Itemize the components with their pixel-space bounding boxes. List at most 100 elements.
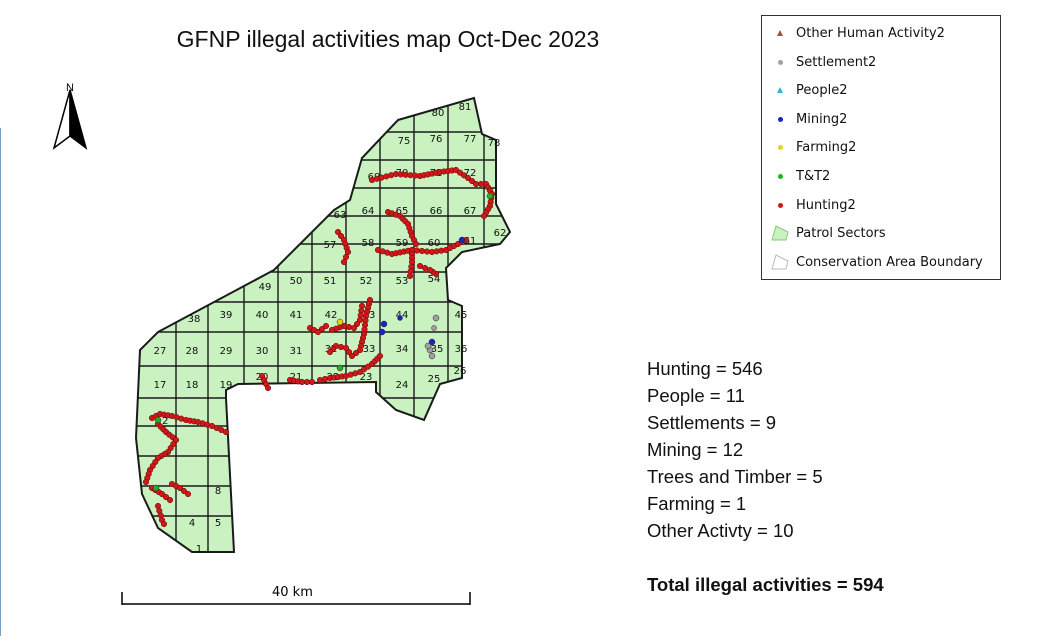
sector-label: 54 (428, 274, 441, 285)
dot-marker-icon (770, 166, 790, 186)
hunting-marker (413, 247, 421, 254)
sector-label: 34 (396, 344, 409, 355)
sector-label: 28 (186, 346, 199, 357)
scale-bar (121, 592, 471, 605)
sector-label: 27 (154, 346, 167, 357)
sector-label: 65 (396, 206, 409, 217)
sector-label: 80 (432, 108, 445, 119)
mining-marker (397, 315, 403, 321)
sector-label: 45 (455, 310, 468, 321)
legend-label: Farming2 (796, 139, 857, 155)
stat-people: People = 11 (647, 385, 745, 406)
north-label: N (66, 82, 74, 94)
polygon-swatch-icon (770, 223, 790, 243)
scale-bar-label: 40 km (272, 585, 313, 600)
farming-marker (336, 318, 344, 326)
hunting-marker (160, 520, 168, 528)
park-boundary (134, 96, 512, 553)
sector-label: 51 (324, 276, 337, 287)
legend-item-trees-timber: T&T2 (770, 165, 830, 187)
sector-label: 62 (494, 228, 507, 239)
mining-marker (380, 320, 388, 328)
hunting-marker (334, 228, 342, 236)
legend-item-mining: Mining2 (770, 108, 847, 130)
hunting-marker (418, 247, 426, 255)
map-title: GFNP illegal activities map Oct-Dec 2023 (176, 26, 600, 52)
hunting-marker (142, 478, 150, 486)
legend-label: People2 (796, 82, 848, 98)
hunting-marker (321, 375, 329, 383)
legend-label: Mining2 (796, 111, 848, 127)
legend-item-farming: Farming2 (770, 136, 856, 158)
hunting-marker (464, 174, 472, 182)
timber-marker (152, 484, 160, 492)
mining-marker (378, 328, 386, 336)
legend-label: Conservation Area Boundary (796, 254, 983, 270)
hunting-marker (162, 493, 170, 501)
hunting-marker (322, 322, 330, 330)
sector-label: 24 (396, 380, 409, 391)
hunting-marker (180, 487, 188, 495)
timber-marker (486, 192, 494, 200)
settlement-marker (431, 325, 437, 331)
sector-label: 64 (362, 206, 375, 217)
hunting-marker (314, 328, 322, 336)
stat-farming: Farming = 1 (647, 493, 747, 514)
sector-label: 50 (290, 276, 303, 287)
sector-label: 30 (256, 346, 269, 357)
sector-label: 31 (290, 346, 303, 357)
sector-label: 41 (290, 310, 303, 321)
sector-label: 81 (459, 102, 472, 113)
triangle-marker-icon (770, 23, 790, 43)
legend-label: T&T2 (796, 168, 831, 184)
hunting-marker (340, 258, 348, 266)
sector-label: 17 (154, 380, 167, 391)
legend-label: Settlement2 (796, 54, 877, 70)
hunting-marker (328, 326, 336, 334)
sector-label: 58 (362, 238, 375, 249)
sector-label: 44 (396, 310, 409, 321)
sector-label: 53 (396, 276, 409, 287)
hunting-marker (416, 262, 424, 270)
stat-hunting: Hunting = 546 (647, 358, 763, 379)
hunting-marker (353, 320, 361, 328)
hunting-marker (337, 232, 345, 240)
stat-settlements: Settlements = 9 (647, 412, 777, 433)
sector-label: 60 (428, 238, 441, 249)
sector-label: 39 (220, 310, 233, 321)
stat-mining: Mining = 12 (647, 439, 744, 460)
sector-label: 40 (256, 310, 269, 321)
left-edge-line (0, 128, 1, 636)
sector-label: 5 (215, 518, 221, 529)
hunting-marker (348, 352, 356, 360)
hunting-marker (356, 346, 364, 354)
sector-label: 77 (464, 134, 477, 145)
hunting-marker (222, 428, 230, 436)
hunting-marker (345, 323, 353, 331)
hunting-marker (326, 348, 334, 356)
sector-label: 59 (396, 238, 409, 249)
sector-label: 38 (188, 314, 201, 325)
hunting-marker (345, 348, 353, 356)
sector-label: 29 (220, 346, 233, 357)
timber-marker (336, 364, 344, 372)
stat-other: Other Activty = 10 (647, 520, 794, 541)
hunting-marker (350, 324, 358, 332)
sector-label: 75 (398, 136, 411, 147)
map-legend: Other Human Activity2 Settlement2 People… (761, 15, 1001, 280)
sector-label: 36 (455, 344, 468, 355)
stat-total: Total illegal activities = 594 (647, 574, 884, 595)
hunting-marker (356, 316, 364, 324)
hunting-marker (342, 344, 350, 352)
sector-label: 49 (259, 282, 272, 293)
hunting-marker (166, 496, 174, 504)
hunting-marker (316, 376, 324, 384)
dot-marker-icon (770, 109, 790, 129)
hunting-marker (337, 343, 345, 351)
sector-label: 61 (464, 236, 477, 247)
sector-label: 12 (156, 416, 169, 427)
activity-summary: Hunting = 546 People = 11 Settlements = … (647, 355, 884, 598)
hunting-marker (468, 177, 476, 185)
hunting-marker (318, 325, 326, 333)
timber-marker (154, 416, 162, 424)
